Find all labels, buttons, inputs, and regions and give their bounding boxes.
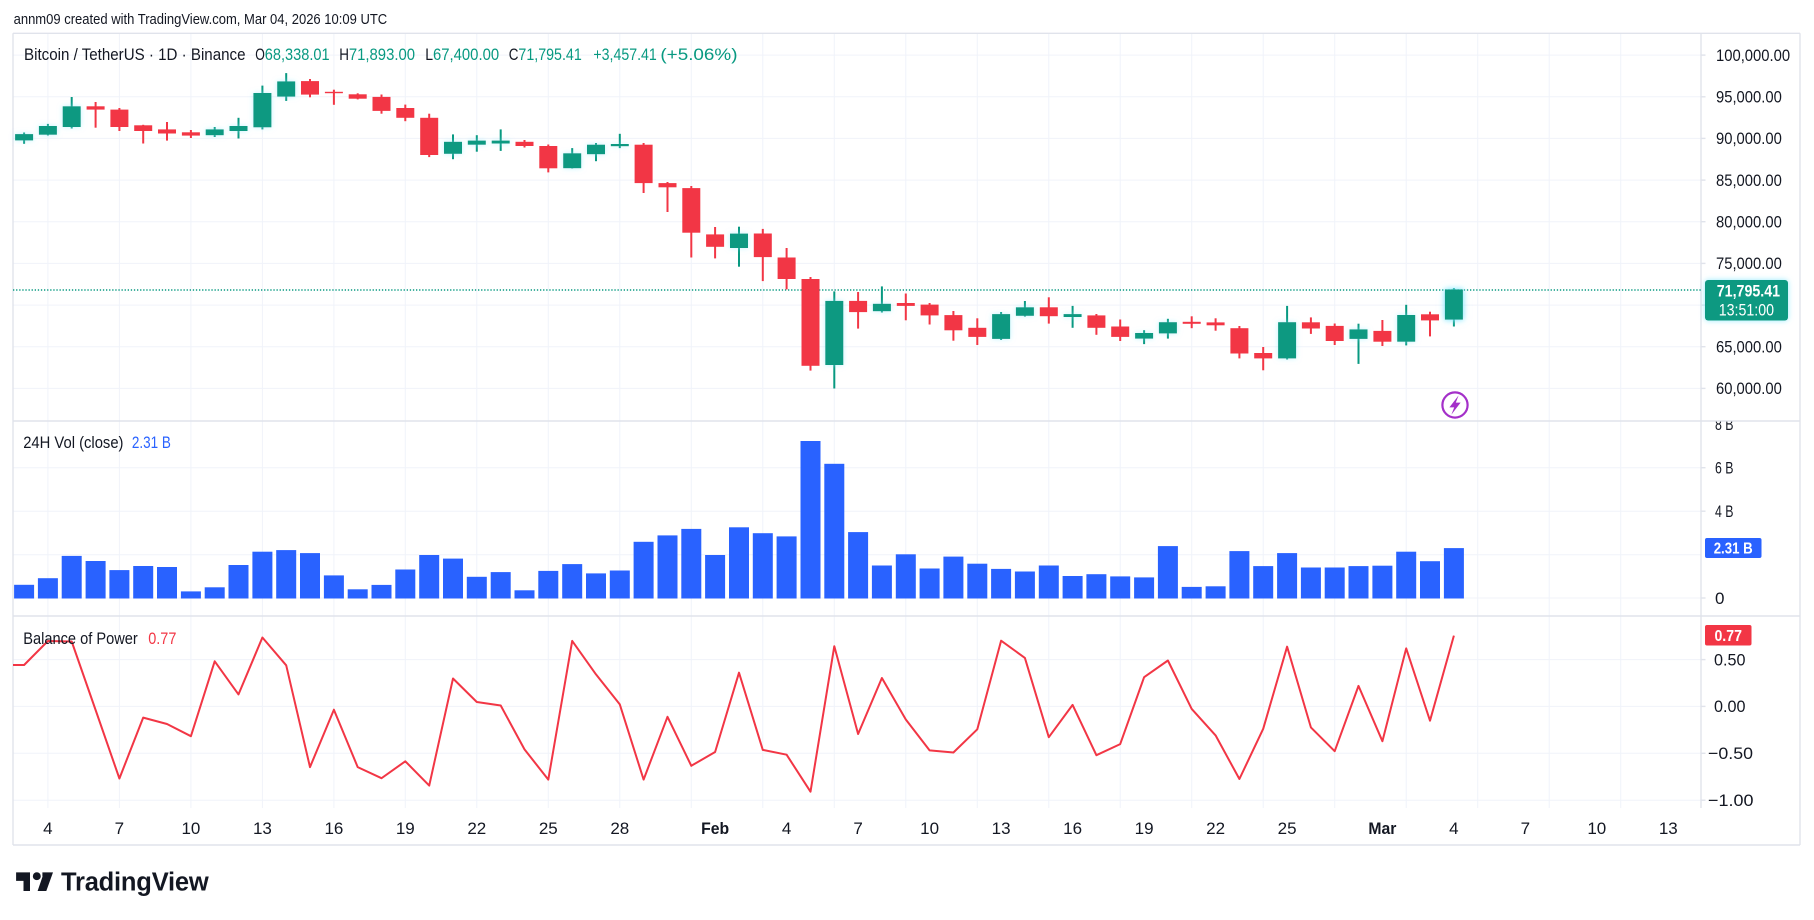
svg-text:C: C [509, 45, 519, 64]
svg-text:4: 4 [1449, 819, 1458, 838]
svg-text:25: 25 [1278, 819, 1297, 838]
svg-text:10: 10 [920, 819, 939, 838]
svg-text:Feb: Feb [701, 819, 729, 838]
svg-text:65,000.00: 65,000.00 [1716, 338, 1782, 357]
svg-text:annm09 created with TradingVie: annm09 created with TradingView.com, Mar… [14, 12, 388, 28]
svg-text:68,338.01: 68,338.01 [265, 45, 330, 64]
svg-text:28: 28 [610, 819, 629, 838]
svg-text:Balance of Power: Balance of Power [23, 629, 138, 648]
svg-text:95,000.00: 95,000.00 [1716, 88, 1782, 107]
svg-text:71,795.41: 71,795.41 [518, 45, 581, 64]
svg-text:2.31 B: 2.31 B [1714, 541, 1753, 558]
svg-text:75,000.00: 75,000.00 [1716, 254, 1782, 273]
svg-text:4: 4 [782, 819, 791, 838]
svg-text:Bitcoin / TetherUS · 1D · Bina: Bitcoin / TetherUS · 1D · Binance [24, 46, 246, 64]
svg-text:4: 4 [43, 819, 52, 838]
svg-text:71,893.00: 71,893.00 [349, 45, 415, 64]
svg-text:13:51:00: 13:51:00 [1719, 301, 1774, 320]
svg-text:90,000.00: 90,000.00 [1716, 129, 1782, 148]
svg-text:4 B: 4 B [1715, 502, 1734, 521]
svg-text:+3,457.41: +3,457.41 [593, 45, 656, 64]
svg-text:60,000.00: 60,000.00 [1716, 379, 1782, 398]
svg-text:67,400.00: 67,400.00 [433, 45, 499, 64]
svg-text:0.00: 0.00 [1714, 697, 1746, 716]
svg-text:19: 19 [396, 819, 415, 838]
svg-text:13: 13 [1659, 819, 1678, 838]
svg-text:85,000.00: 85,000.00 [1716, 171, 1782, 190]
svg-text:16: 16 [324, 819, 343, 838]
svg-text:13: 13 [253, 819, 272, 838]
svg-text:24H Vol (close): 24H Vol (close) [23, 433, 123, 452]
svg-text:13: 13 [992, 819, 1011, 838]
svg-text:0.77: 0.77 [148, 629, 176, 648]
svg-text:7: 7 [115, 819, 124, 838]
svg-text:19: 19 [1135, 819, 1154, 838]
svg-text:0.50: 0.50 [1714, 650, 1746, 669]
svg-text:−1.00: −1.00 [1708, 791, 1754, 810]
svg-text:6 B: 6 B [1715, 459, 1734, 478]
svg-text:80,000.00: 80,000.00 [1716, 213, 1782, 232]
svg-text:22: 22 [1206, 819, 1225, 838]
svg-text:8 B: 8 B [1715, 415, 1734, 434]
svg-text:7: 7 [853, 819, 862, 838]
svg-text:10: 10 [181, 819, 200, 838]
svg-text:0.77: 0.77 [1714, 628, 1742, 645]
svg-text:22: 22 [467, 819, 486, 838]
svg-text:10: 10 [1587, 819, 1606, 838]
svg-text:2.31 B: 2.31 B [132, 433, 171, 452]
svg-text:H: H [339, 45, 349, 64]
svg-text:Mar: Mar [1368, 819, 1396, 838]
svg-text:7: 7 [1521, 819, 1530, 838]
svg-text:TradingView: TradingView [61, 869, 209, 897]
svg-text:25: 25 [539, 819, 558, 838]
svg-text:0: 0 [1715, 589, 1724, 608]
svg-text:(+5.06%): (+5.06%) [660, 45, 737, 64]
svg-text:L: L [425, 45, 433, 64]
svg-text:16: 16 [1063, 819, 1082, 838]
svg-text:71,795.41: 71,795.41 [1717, 282, 1780, 301]
svg-text:−0.50: −0.50 [1708, 744, 1753, 763]
svg-text:O: O [255, 45, 265, 64]
svg-text:100,000.00: 100,000.00 [1716, 46, 1790, 65]
